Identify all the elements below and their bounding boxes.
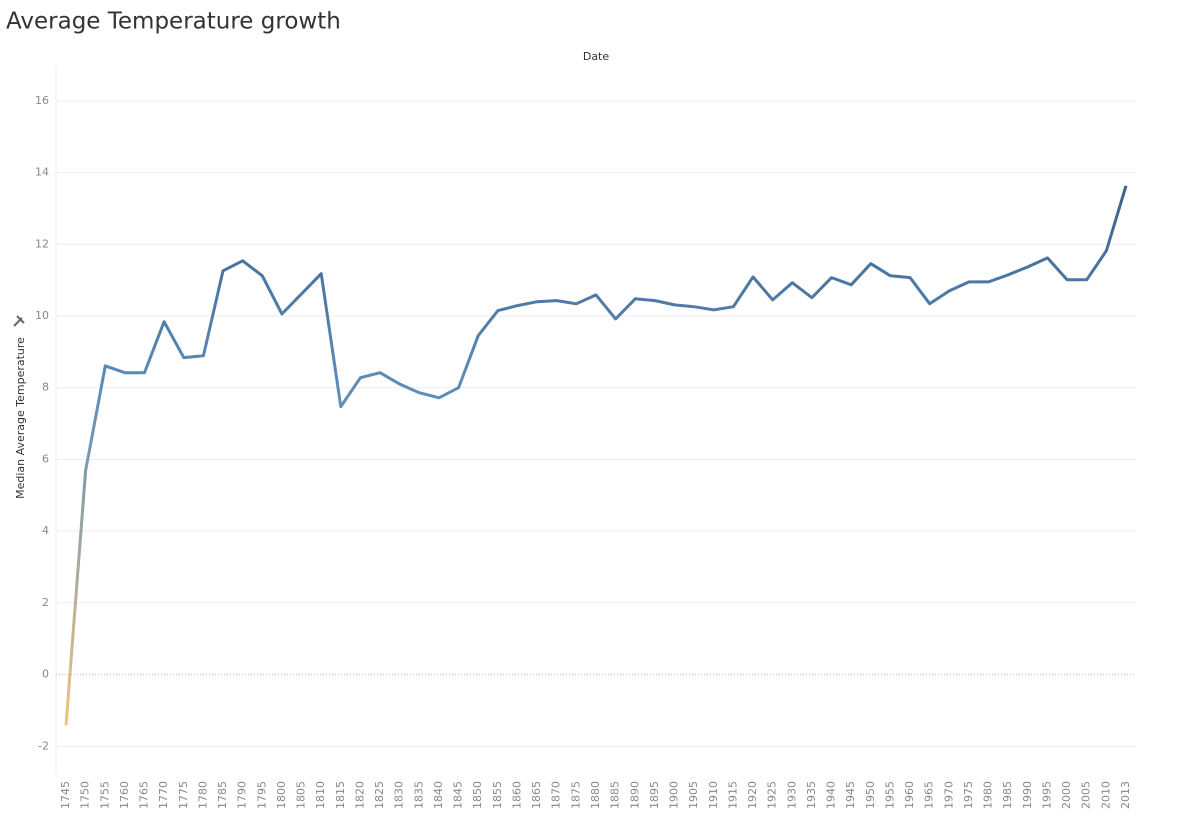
- x-tick-label: 1950: [864, 781, 877, 809]
- x-tick-label: 1810: [314, 781, 327, 809]
- x-tick-label: 1880: [589, 781, 602, 809]
- x-tick-label: 2013: [1119, 781, 1132, 809]
- y-tick-label: 0: [42, 668, 49, 681]
- y-tick-label: -2: [38, 739, 49, 752]
- x-tick-label: 1890: [628, 781, 641, 809]
- y-tick-label: 6: [42, 452, 49, 465]
- y-tick-label: 4: [42, 524, 49, 537]
- x-tick-label: 1755: [98, 781, 111, 809]
- y-tick-label: 10: [35, 309, 49, 322]
- x-tick-label: 1815: [334, 781, 347, 809]
- data-line: [64, 185, 1128, 726]
- x-tick-label: 1930: [785, 781, 798, 809]
- x-tick-label: 1895: [648, 781, 661, 809]
- x-tick-label: 1835: [412, 781, 425, 809]
- x-tick-label: 1865: [530, 781, 543, 809]
- x-tick-label: 1970: [942, 781, 955, 809]
- x-tick-label: 1775: [177, 781, 190, 809]
- y-tick-label: 14: [35, 166, 49, 179]
- x-tick-label: 1850: [471, 781, 484, 809]
- x-tick-label: 1830: [393, 781, 406, 809]
- x-tick-label: 1845: [452, 781, 465, 809]
- x-tick-label: 1885: [609, 781, 622, 809]
- x-tick-label: 1770: [157, 781, 170, 809]
- y-tick-label: 8: [42, 381, 49, 394]
- x-tick-label: 1855: [491, 781, 504, 809]
- x-tick-label: 1940: [825, 781, 838, 809]
- x-tick-label: 1875: [569, 781, 582, 809]
- x-tick-label: 2010: [1099, 781, 1112, 809]
- x-tick-label: 1960: [903, 781, 916, 809]
- x-tick-label: 2000: [1060, 781, 1073, 809]
- x-tick-label: 1765: [138, 781, 151, 809]
- x-tick-label: 2005: [1080, 781, 1093, 809]
- x-tick-label: 1975: [962, 781, 975, 809]
- x-tick-label: 1750: [79, 781, 92, 809]
- y-tick-label: 12: [35, 237, 49, 250]
- x-tick-label: 1870: [550, 781, 563, 809]
- x-tick-label: 1910: [707, 781, 720, 809]
- x-tick-label: 1805: [295, 781, 308, 809]
- x-tick-label: 1955: [883, 781, 896, 809]
- x-tick-label: 1990: [1021, 781, 1034, 809]
- x-tick-label: 1760: [118, 781, 131, 809]
- x-tick-label: 1995: [1040, 781, 1053, 809]
- y-tick-label: 16: [35, 94, 49, 107]
- x-tick-label: 1905: [687, 781, 700, 809]
- x-tick-label: 1985: [1001, 781, 1014, 809]
- x-tick-label: 1785: [216, 781, 229, 809]
- x-axis-title: Date: [583, 50, 610, 63]
- x-tick-label: 1965: [923, 781, 936, 809]
- x-tick-label: 1860: [510, 781, 523, 809]
- x-tick-label: 1840: [432, 781, 445, 809]
- x-tick-label: 1980: [982, 781, 995, 809]
- x-tick-label: 1825: [373, 781, 386, 809]
- x-tick-label: 1820: [353, 781, 366, 809]
- x-tick-label: 1900: [668, 781, 681, 809]
- x-tick-label: 1745: [59, 781, 72, 809]
- x-tick-label: 1935: [805, 781, 818, 809]
- x-tick-label: 1800: [275, 781, 288, 809]
- x-tick-label: 1795: [255, 781, 268, 809]
- y-tick-label: 2: [42, 596, 49, 609]
- x-tick-label: 1920: [746, 781, 759, 809]
- x-tick-label: 1925: [766, 781, 779, 809]
- x-tick-label: 1915: [726, 781, 739, 809]
- x-tick-label: 1780: [196, 781, 209, 809]
- x-tick-label: 1945: [844, 781, 857, 809]
- y-axis-title: Median Average Temperature: [14, 337, 27, 499]
- x-tick-label: 1790: [236, 781, 249, 809]
- pin-icon[interactable]: [13, 315, 25, 327]
- chart-title: Average Temperature growth: [6, 9, 341, 35]
